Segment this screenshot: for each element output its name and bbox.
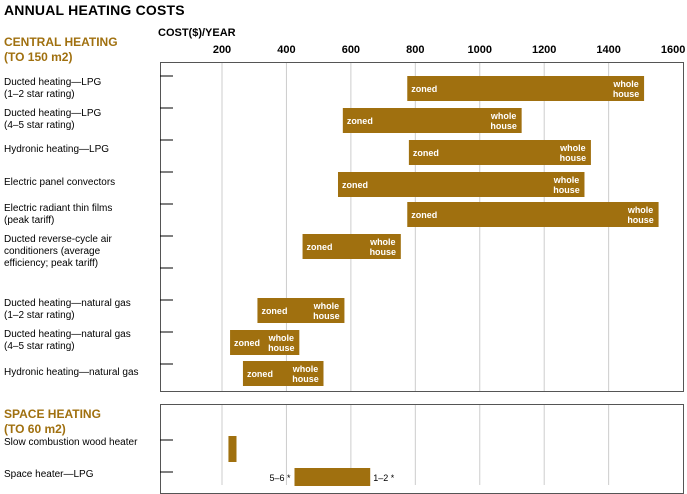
row-label-line: Ducted heating—LPG <box>4 108 102 119</box>
row-label-line: (peak tariff) <box>4 215 55 226</box>
bar-label-house: house <box>313 311 340 321</box>
x-tick-label: 1200 <box>531 44 557 56</box>
bar-label-zoned: zoned <box>247 369 273 379</box>
row-label: Ducted heating—natural gas (4–5 star rati… <box>4 329 156 353</box>
cost-range-bar <box>230 330 300 355</box>
x-tick-label: 1000 <box>467 44 492 56</box>
row-label-line: Ducted heating—natural gas <box>4 298 131 309</box>
bar-label-zoned: zoned <box>411 84 437 94</box>
bar-label-house: house <box>292 374 319 384</box>
bar-label-house: house <box>613 89 640 99</box>
x-tick-label: 1400 <box>596 44 621 56</box>
row-label-line: (1–2 star rating) <box>4 89 75 100</box>
row-label: Ducted heating—LPG (4–5 star rating) <box>4 108 156 132</box>
chart-title: ANNUAL HEATING COSTS <box>4 2 185 18</box>
cost-range-bar <box>257 298 345 323</box>
row-label: Slow combustion wood heater <box>4 437 156 449</box>
space-heading-line1: SPACE HEATING <box>4 407 101 421</box>
cost-range-bar <box>302 234 401 259</box>
space-heading: SPACE HEATING (TO 60 m2) <box>4 407 101 437</box>
row-label-line: (4–5 star rating) <box>4 341 75 352</box>
x-tick-label: 600 <box>341 44 361 56</box>
central-heading-line1: CENTRAL HEATING <box>4 35 118 49</box>
x-tick-label: 200 <box>212 44 232 56</box>
row-label-line: Hydronic heating—natural gas <box>4 367 139 378</box>
cost-range-bar <box>407 202 659 227</box>
row-label-line: Slow combustion wood heater <box>4 437 138 448</box>
row-label-line: Ducted heating—natural gas <box>4 329 131 340</box>
row-label: Ducted heating—natural gas (1–2 star rati… <box>4 298 156 322</box>
bar-label-zoned: zoned <box>342 180 368 190</box>
cost-range-bar <box>342 108 522 133</box>
rating-label-high: 1–2 * <box>373 473 395 483</box>
bar-label-whole: whole <box>553 175 580 185</box>
bar-label-whole: whole <box>268 333 295 343</box>
cost-range-bar <box>242 361 324 386</box>
bar-label-zoned: zoned <box>307 242 333 252</box>
central-panel <box>160 62 684 392</box>
row-label: Ducted reverse-cycle air conditioners (av… <box>4 234 156 270</box>
cost-range-bar <box>407 76 645 101</box>
bar-label-whole: whole <box>627 205 654 215</box>
space-heading-line2: (TO 60 m2) <box>4 422 66 436</box>
bar-label-whole: whole <box>369 237 396 247</box>
bar-label-house: house <box>553 185 580 195</box>
row-label-line: Space heater—LPG <box>4 469 94 480</box>
axis-title: COST($)/YEAR <box>158 27 236 39</box>
bar-label-zoned: zoned <box>413 148 439 158</box>
row-label: Ducted heating—LPG (1–2 star rating) <box>4 77 156 101</box>
x-tick-label: 1600 <box>660 44 686 56</box>
row-label-line: efficiency; peak tariff) <box>4 258 99 269</box>
bar-label-whole: whole <box>559 143 586 153</box>
bar-label-house: house <box>370 247 397 257</box>
bar-label-whole: whole <box>490 111 517 121</box>
cost-range-bar <box>228 436 237 462</box>
bar-label-house: house <box>560 153 587 163</box>
bar-label-zoned: zoned <box>261 306 287 316</box>
row-label-line: conditioners (average <box>4 246 101 257</box>
row-label: Hydronic heating—LPG <box>4 144 156 156</box>
bar-label-house: house <box>627 215 654 225</box>
bar-label-house: house <box>268 343 295 353</box>
bar-label-zoned: zoned <box>347 116 373 126</box>
bar-label-zoned: zoned <box>411 210 437 220</box>
bar-label-whole: whole <box>292 364 319 374</box>
central-heading-line2: (TO 150 m2) <box>4 50 73 64</box>
central-heading: CENTRAL HEATING (TO 150 m2) <box>4 35 118 65</box>
bar-label-whole: whole <box>313 301 340 311</box>
cost-range-bar <box>294 468 371 486</box>
row-label: Space heater—LPG <box>4 469 156 481</box>
cost-range-bar <box>337 172 585 197</box>
row-label: Electric radiant thin films (peak tariff) <box>4 203 156 227</box>
row-label: Hydronic heating—natural gas <box>4 367 156 379</box>
row-label-line: (4–5 star rating) <box>4 120 75 131</box>
row-label-line: Ducted heating—LPG <box>4 77 102 88</box>
bar-label-zoned: zoned <box>234 338 260 348</box>
row-label-line: (1–2 star rating) <box>4 310 75 321</box>
bar-label-house: house <box>490 121 517 131</box>
row-label-line: Electric panel convectors <box>4 177 116 188</box>
x-tick-label: 800 <box>406 44 425 56</box>
x-tick-label: 400 <box>277 44 296 56</box>
bar-label-whole: whole <box>612 79 639 89</box>
cost-range-bar <box>408 140 591 165</box>
row-label-line: Hydronic heating—LPG <box>4 144 110 155</box>
rating-label-low: 5–6 * <box>269 473 291 483</box>
row-label-line: Ducted reverse-cycle air <box>4 234 112 245</box>
row-label: Electric panel convectors <box>4 177 156 189</box>
row-label-line: Electric radiant thin films <box>4 203 113 214</box>
